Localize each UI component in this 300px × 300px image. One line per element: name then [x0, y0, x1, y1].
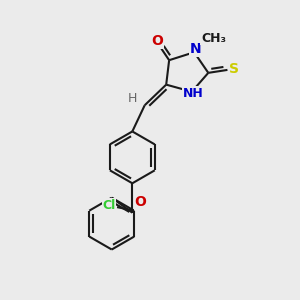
- Text: H: H: [128, 92, 138, 105]
- Text: O: O: [152, 34, 163, 48]
- Text: S: S: [229, 62, 239, 76]
- Text: Cl: Cl: [102, 199, 116, 212]
- Text: N: N: [190, 42, 202, 56]
- Text: NH: NH: [183, 87, 204, 100]
- Text: CH₃: CH₃: [201, 32, 226, 45]
- Text: O: O: [135, 195, 146, 209]
